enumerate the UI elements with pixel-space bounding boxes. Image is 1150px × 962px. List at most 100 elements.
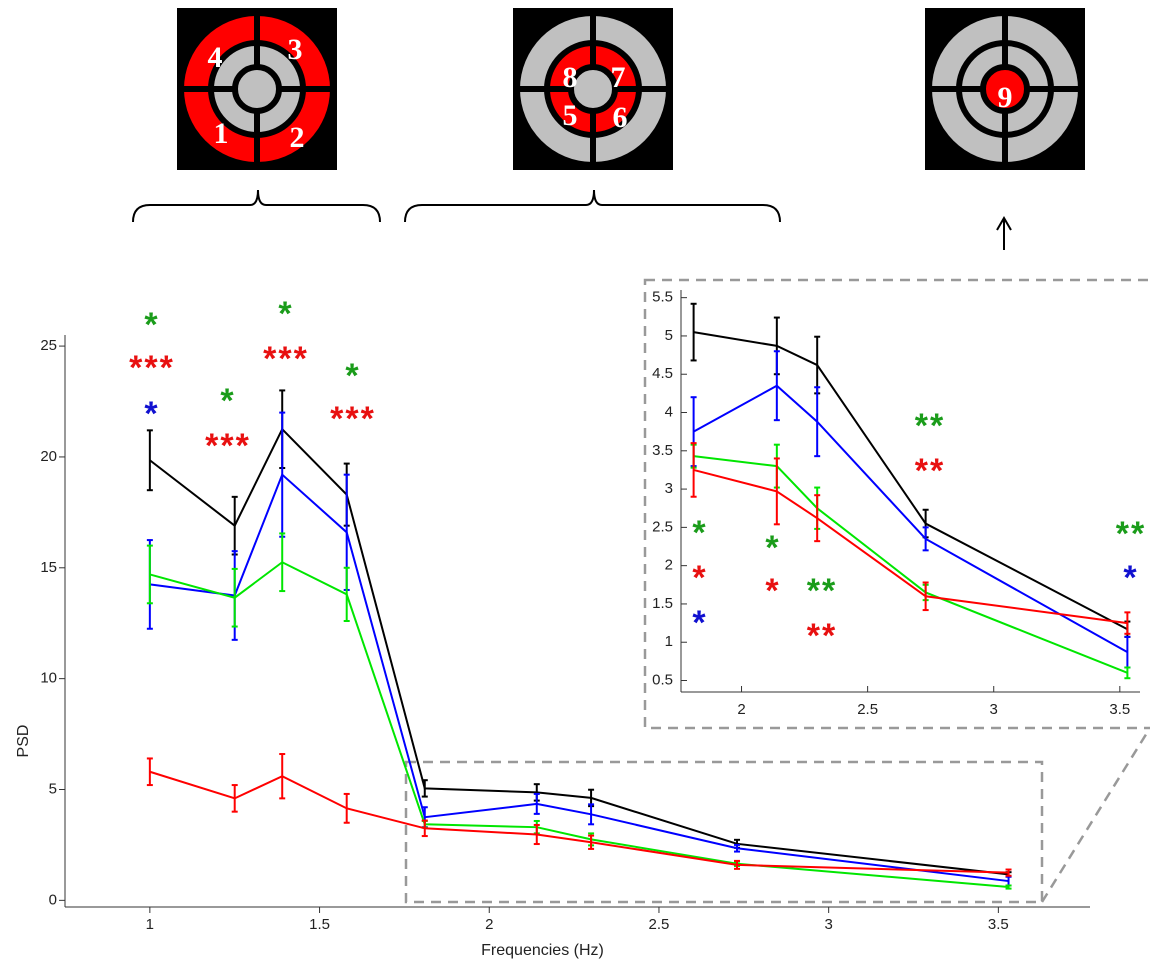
x-tick-label: 2.5 bbox=[857, 701, 878, 718]
significance-marker: * bbox=[692, 559, 707, 597]
significance-marker: * bbox=[765, 572, 780, 610]
significance-marker: * bbox=[220, 382, 235, 420]
bracket bbox=[404, 189, 781, 223]
zone-number: 4 bbox=[208, 41, 223, 74]
error-bar bbox=[231, 567, 238, 628]
bracket bbox=[132, 189, 381, 223]
x-tick-label: 1 bbox=[146, 916, 154, 933]
error-bar bbox=[922, 526, 929, 552]
y-tick-label: 0 bbox=[49, 891, 57, 908]
error-bar bbox=[1124, 611, 1131, 635]
significance-marker: * bbox=[278, 295, 293, 333]
zoom-box bbox=[404, 760, 1044, 904]
error-bar bbox=[421, 779, 428, 798]
error-bar bbox=[231, 495, 238, 556]
x-tick-label: 2.5 bbox=[649, 916, 670, 933]
inset-frame bbox=[643, 278, 1150, 730]
error-bar bbox=[814, 386, 821, 458]
y-axis-label: PSD bbox=[15, 725, 32, 758]
target-icon: 4 3 1 2 bbox=[177, 8, 337, 170]
x-tick-label: 3.5 bbox=[1109, 701, 1130, 718]
significance-marker: *** bbox=[129, 349, 175, 387]
brackets bbox=[132, 189, 1012, 250]
significance-marker: * bbox=[345, 357, 360, 395]
series-line bbox=[149, 770, 1009, 874]
zone-number: 3 bbox=[288, 33, 303, 66]
y-tick-label: 10 bbox=[40, 670, 57, 687]
y-tick-label: 3 bbox=[665, 480, 673, 497]
zone-number: 6 bbox=[613, 101, 628, 134]
zone-number: 1 bbox=[214, 117, 229, 150]
error-bar bbox=[1124, 666, 1131, 680]
significance-marker: *** bbox=[330, 400, 376, 438]
error-bar bbox=[231, 784, 238, 813]
y-tick-label: 4.5 bbox=[652, 365, 673, 382]
error-bar bbox=[146, 544, 153, 605]
ring bbox=[232, 64, 282, 114]
target-icon: 8 75 6 bbox=[513, 8, 673, 170]
zone-number: 7 bbox=[611, 61, 626, 94]
y-tick-label: 15 bbox=[40, 559, 57, 576]
ring bbox=[568, 64, 618, 114]
error-bar bbox=[279, 532, 286, 593]
error-bar bbox=[734, 859, 741, 870]
error-bar bbox=[533, 823, 540, 846]
error-bar bbox=[1005, 884, 1012, 890]
significance-marker: ** bbox=[807, 572, 837, 610]
y-tick-label: 5.5 bbox=[652, 289, 673, 306]
y-tick-label: 2 bbox=[665, 557, 673, 574]
error-bar bbox=[588, 834, 595, 850]
error-bar bbox=[343, 566, 350, 622]
zoom-line bbox=[1040, 727, 1150, 903]
x-tick-label: 3 bbox=[824, 916, 832, 933]
x-tick-label: 3 bbox=[990, 701, 998, 718]
y-tick-label: 2.5 bbox=[652, 518, 673, 535]
significance-marker: ** bbox=[915, 407, 945, 445]
x-axis-label: Frequencies (Hz) bbox=[481, 942, 604, 959]
significance-marker: * bbox=[144, 306, 159, 344]
error-bar bbox=[533, 792, 540, 815]
significance-marker: * bbox=[1123, 559, 1138, 597]
error-bar bbox=[773, 457, 780, 526]
significance-marker: * bbox=[144, 395, 159, 433]
error-bar bbox=[343, 792, 350, 824]
y-tick-label: 1 bbox=[665, 633, 673, 650]
significance-marker: ** bbox=[915, 452, 945, 490]
significance-marker: * bbox=[692, 514, 707, 552]
y-tick-label: 5 bbox=[665, 327, 673, 344]
error-bar bbox=[146, 757, 153, 787]
x-tick-label: 2 bbox=[737, 701, 745, 718]
error-bar bbox=[690, 442, 697, 498]
zone-number: 9 bbox=[998, 81, 1013, 114]
y-tick-label: 4 bbox=[665, 403, 673, 420]
error-bar bbox=[588, 803, 595, 826]
significance-marker: *** bbox=[205, 427, 251, 465]
error-bar bbox=[1005, 868, 1012, 877]
error-bar bbox=[734, 843, 741, 853]
significance-marker: ** bbox=[807, 617, 837, 655]
arrow bbox=[996, 216, 1012, 250]
error-bar bbox=[146, 429, 153, 492]
target-icon: 9 bbox=[925, 8, 1085, 170]
error-bar bbox=[922, 581, 929, 612]
zone-number: 5 bbox=[563, 99, 578, 132]
y-tick-label: 5 bbox=[49, 780, 57, 797]
y-tick-label: 25 bbox=[40, 337, 57, 354]
error-bar bbox=[690, 302, 697, 362]
significance-marker: ** bbox=[1116, 515, 1146, 553]
error-bar bbox=[773, 350, 780, 422]
significance-marker: * bbox=[692, 604, 707, 642]
error-bar bbox=[421, 819, 428, 838]
error-bar bbox=[814, 494, 821, 543]
y-tick-label: 20 bbox=[40, 448, 57, 465]
x-tick-label: 3.5 bbox=[988, 916, 1009, 933]
zoom bbox=[404, 278, 1150, 904]
x-tick-label: 2 bbox=[485, 916, 493, 933]
zone-number: 2 bbox=[290, 121, 305, 154]
y-tick-label: 1.5 bbox=[652, 595, 673, 612]
significance-marker: *** bbox=[263, 340, 309, 378]
x-tick-label: 1.5 bbox=[309, 916, 330, 933]
y-tick-label: 0.5 bbox=[652, 671, 673, 688]
error-bar bbox=[279, 753, 286, 800]
